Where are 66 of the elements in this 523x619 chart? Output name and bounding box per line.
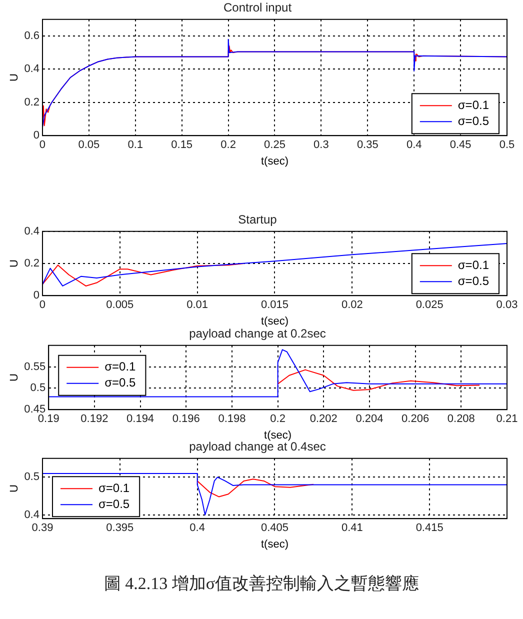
y-axis-title: U bbox=[8, 373, 21, 382]
x-tick-label: 0.39 bbox=[32, 522, 54, 534]
y-axis-title: U bbox=[8, 73, 21, 82]
x-tick-label: 0.2 bbox=[270, 413, 286, 426]
x-tick-label: 0.01 bbox=[186, 299, 208, 312]
legend-label: σ=0.5 bbox=[104, 376, 136, 390]
x-tick-label: 0.2 bbox=[220, 139, 236, 152]
x-tick-label: 0.206 bbox=[402, 413, 430, 426]
x-axis-title: t(sec) bbox=[260, 155, 288, 168]
y-tick-label: 0.4 bbox=[24, 508, 40, 521]
chart-title: payload change at 0.4sec bbox=[189, 440, 326, 454]
x-tick-label: 0.196 bbox=[172, 413, 200, 426]
y-axis-title: U bbox=[8, 259, 21, 268]
x-tick-label: 0.1 bbox=[128, 139, 144, 152]
x-tick-label: 0.4 bbox=[190, 522, 205, 534]
x-tick-label: 0.4 bbox=[406, 139, 422, 152]
x-tick-label: 0.15 bbox=[171, 139, 193, 152]
x-tick-label: 0.194 bbox=[126, 413, 154, 426]
x-tick-label: 0.19 bbox=[38, 413, 60, 426]
y-tick-label: 0.6 bbox=[24, 30, 40, 42]
x-tick-label: 0.05 bbox=[78, 139, 100, 152]
legend-label: σ=0.1 bbox=[458, 98, 490, 112]
x-tick-label: 0.405 bbox=[260, 522, 289, 534]
x-tick-label: 0.395 bbox=[106, 522, 134, 534]
x-tick-label: 0.02 bbox=[341, 299, 363, 312]
legend-label: σ=0.5 bbox=[458, 114, 490, 128]
x-tick-label: 0.5 bbox=[499, 139, 515, 152]
chart-title: Startup bbox=[238, 212, 278, 227]
y-tick-label: 0 bbox=[33, 130, 40, 142]
x-tick-label: 0.25 bbox=[264, 139, 286, 152]
x-tick-label: 0.208 bbox=[447, 413, 475, 426]
x-tick-label: 0.21 bbox=[496, 413, 518, 426]
chart-title: Control input bbox=[223, 0, 292, 15]
chart-title: payload change at 0.2sec bbox=[189, 326, 326, 341]
x-tick-label: 0.005 bbox=[106, 299, 134, 312]
x-axis-title: t(sec) bbox=[264, 429, 292, 442]
x-tick-label: 0.03 bbox=[496, 299, 518, 312]
x-tick-label: 0.192 bbox=[80, 413, 108, 426]
x-tick-label: 0.025 bbox=[416, 299, 444, 312]
y-tick-label: 0.55 bbox=[24, 360, 46, 373]
legend-label: σ=0.1 bbox=[104, 360, 136, 374]
x-tick-label: 0.45 bbox=[450, 139, 472, 152]
y-tick-label: 0.2 bbox=[24, 96, 40, 108]
caption: 圖 4.2.13 增加σ值改善控制輸入之暫態響應 bbox=[102, 573, 420, 595]
legend-label: σ=0.1 bbox=[98, 480, 130, 495]
y-tick-label: 0 bbox=[33, 290, 40, 302]
x-axis-title: t(sec) bbox=[260, 538, 288, 550]
legend-label: σ=0.5 bbox=[458, 274, 490, 288]
x-tick-label: 0.415 bbox=[416, 522, 444, 534]
y-tick-label: 0.5 bbox=[30, 382, 46, 394]
x-tick-label: 0.015 bbox=[260, 299, 289, 312]
y-tick-label: 0.5 bbox=[24, 471, 40, 484]
y-tick-label: 0.4 bbox=[24, 63, 40, 76]
y-tick-label: 0.2 bbox=[24, 258, 40, 270]
legend-label: σ=0.1 bbox=[458, 258, 490, 272]
legend-label: σ=0.5 bbox=[98, 496, 130, 511]
y-tick-label: 0.4 bbox=[24, 225, 40, 238]
x-axis-title: t(sec) bbox=[260, 315, 288, 328]
x-tick-label: 0.3 bbox=[314, 139, 329, 152]
x-tick-label: 0.204 bbox=[356, 413, 384, 426]
x-tick-label: 0.202 bbox=[310, 413, 338, 426]
y-axis-title: U bbox=[8, 484, 21, 492]
x-tick-label: 0.35 bbox=[356, 139, 378, 152]
y-tick-label: 0.45 bbox=[24, 404, 46, 416]
x-tick-label: 0.198 bbox=[218, 413, 246, 426]
x-tick-label: 0.41 bbox=[341, 522, 363, 534]
